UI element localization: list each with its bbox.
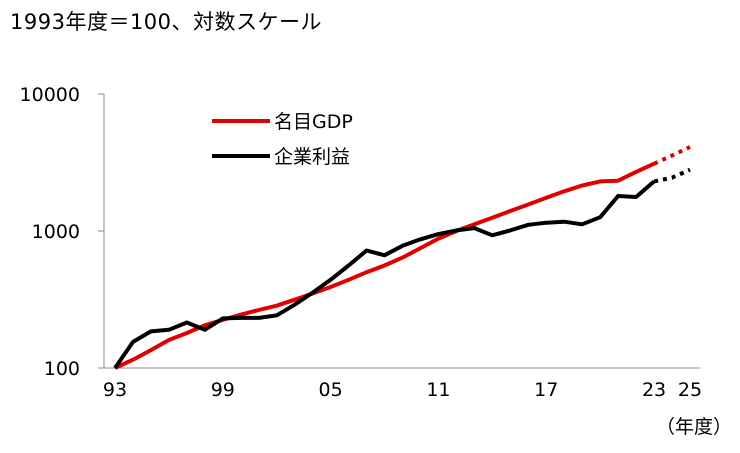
x-tick-label: 93 [103, 379, 127, 401]
x-axis-unit-label: （年度） [656, 416, 733, 438]
legend-label-2: 企業利益 [274, 146, 350, 168]
y-tick-label: 10000 [20, 84, 80, 106]
y-tick-label: 1000 [32, 221, 80, 243]
series-projection-2 [653, 167, 691, 184]
x-tick-label: 99 [211, 379, 235, 401]
chart-legend: 名目GDP 企業利益 [212, 111, 353, 168]
x-tick-label: 05 [319, 379, 343, 401]
y-tick-label: 100 [44, 358, 80, 380]
series-layer [113, 145, 691, 370]
series-line-2 [113, 179, 656, 370]
series-line-1 [114, 161, 655, 370]
chart-title: 1993年度＝100、対数スケール [10, 10, 323, 34]
x-tick-label: 25 [678, 379, 702, 401]
series-projection-1 [653, 145, 691, 166]
x-tick-label: 23 [642, 379, 666, 401]
x-tick-label: 11 [426, 379, 450, 401]
x-tick-label: 17 [534, 379, 558, 401]
chart-axes: 100 1000 10000 93 99 05 11 17 23 25 [20, 84, 703, 401]
legend-label-1: 名目GDP [274, 111, 353, 133]
